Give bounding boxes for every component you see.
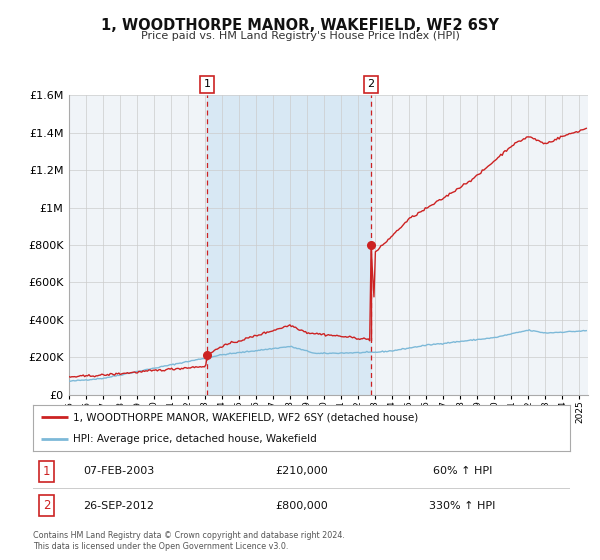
Text: HPI: Average price, detached house, Wakefield: HPI: Average price, detached house, Wake… <box>73 435 317 444</box>
Text: 2: 2 <box>43 499 50 512</box>
Text: Contains HM Land Registry data © Crown copyright and database right 2024.: Contains HM Land Registry data © Crown c… <box>33 531 345 540</box>
Text: 07-FEB-2003: 07-FEB-2003 <box>83 466 155 477</box>
Text: 2: 2 <box>367 79 374 89</box>
Text: 1, WOODTHORPE MANOR, WAKEFIELD, WF2 6SY (detached house): 1, WOODTHORPE MANOR, WAKEFIELD, WF2 6SY … <box>73 412 419 422</box>
Text: 26-SEP-2012: 26-SEP-2012 <box>83 501 154 511</box>
Text: 330% ↑ HPI: 330% ↑ HPI <box>430 501 496 511</box>
Text: £210,000: £210,000 <box>275 466 328 477</box>
Text: 1: 1 <box>203 79 211 89</box>
Text: £800,000: £800,000 <box>275 501 328 511</box>
Text: Price paid vs. HM Land Registry's House Price Index (HPI): Price paid vs. HM Land Registry's House … <box>140 31 460 41</box>
Text: 60% ↑ HPI: 60% ↑ HPI <box>433 466 492 477</box>
Text: 1, WOODTHORPE MANOR, WAKEFIELD, WF2 6SY: 1, WOODTHORPE MANOR, WAKEFIELD, WF2 6SY <box>101 18 499 33</box>
Bar <box>207 95 371 395</box>
Text: This data is licensed under the Open Government Licence v3.0.: This data is licensed under the Open Gov… <box>33 542 289 550</box>
Text: 1: 1 <box>43 465 50 478</box>
